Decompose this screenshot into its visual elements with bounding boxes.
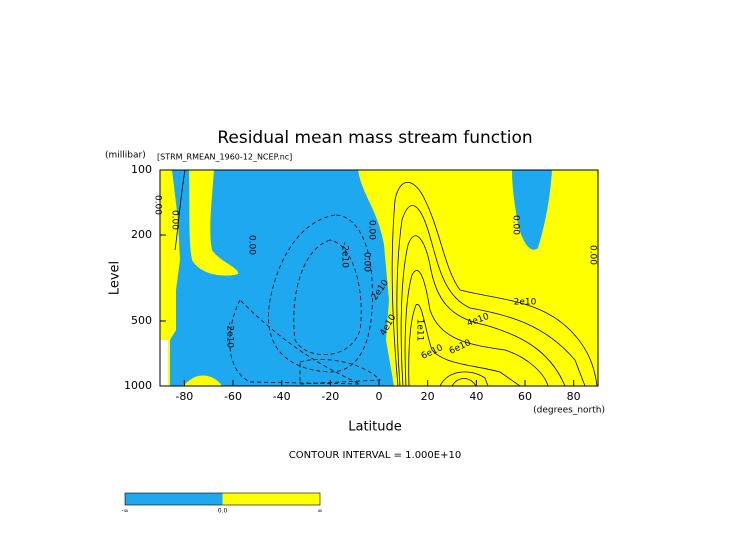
- contour-label: 0.00: [247, 235, 257, 255]
- y-tick-label: 500: [131, 314, 152, 327]
- y-tick-label: 1000: [124, 379, 152, 392]
- x-axis-label: Latitude: [348, 420, 402, 435]
- colorbar-label: -∞: [121, 508, 128, 515]
- x-tick-label: -60: [224, 390, 242, 403]
- chart-title: Residual mean mass stream function: [217, 128, 532, 148]
- x-unit: (degrees_north): [533, 406, 605, 416]
- colorbar-label: ∞: [318, 508, 323, 515]
- y-tick-label: 200: [131, 228, 152, 241]
- subtitle: [STRM_RMEAN_1960-12_NCEP.nc]: [157, 153, 292, 162]
- contour-label: 0.00: [153, 195, 163, 215]
- x-tick-label: -20: [321, 390, 339, 403]
- contour-field: [160, 170, 598, 386]
- x-tick-label: -40: [273, 390, 291, 403]
- positive-region: [189, 170, 239, 276]
- y-axis-label: Level: [108, 261, 123, 295]
- contour-label: 2e10: [514, 298, 537, 308]
- x-tick-label: 60: [518, 390, 532, 403]
- colorbar-frame: [124, 492, 321, 506]
- x-tick-label: -80: [175, 390, 193, 403]
- contour-label: 1e11: [415, 319, 425, 342]
- missing-region: [160, 340, 168, 386]
- negative-region: [170, 170, 394, 386]
- contour-label: 0.00: [588, 245, 598, 265]
- contour-label: 0.00: [362, 252, 372, 272]
- contour-lines: [174, 170, 598, 386]
- contour-label: 0.00: [511, 215, 521, 235]
- colorbar-segment: [222, 493, 320, 505]
- footnote: CONTOUR INTERVAL = 1.000E+10: [289, 450, 461, 461]
- negative-region: [512, 170, 552, 250]
- contour-label: 0.00: [367, 220, 377, 240]
- contour-label: -2e10: [225, 322, 235, 348]
- x-tick-label: 0: [376, 390, 383, 403]
- x-tick-label: 20: [421, 390, 435, 403]
- y-unit: (millibar): [105, 151, 146, 161]
- x-tick-label: 80: [567, 390, 581, 403]
- x-tick-label: 40: [469, 390, 483, 403]
- y-tick-label: 100: [131, 163, 152, 176]
- contour-label: 0.00: [170, 210, 180, 230]
- colorbar-segment: [125, 493, 223, 505]
- contour-label: -2e10: [340, 242, 350, 268]
- colorbar-label: 0.0: [218, 508, 228, 515]
